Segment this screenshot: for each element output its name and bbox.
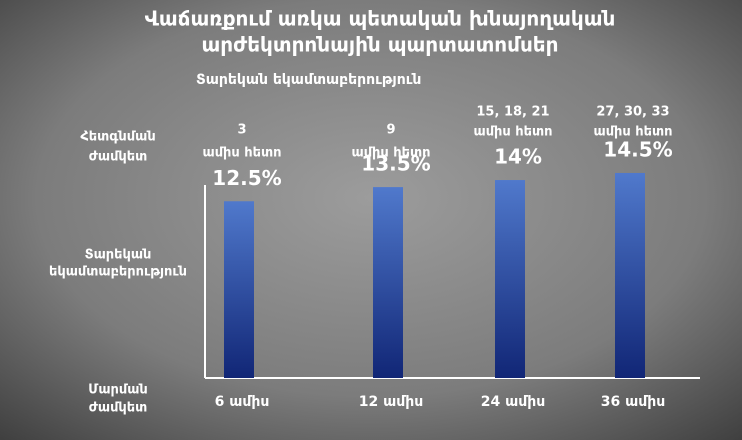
row-label: եկամտաբերություն (49, 265, 187, 280)
value-label: 14.5% (603, 137, 672, 161)
redemption-label: 27, 30, 33 (596, 105, 669, 120)
redemption-label: ամիս հետո (203, 146, 282, 161)
redemption-label: 3 (237, 123, 246, 138)
bar (615, 172, 645, 378)
x-tick-label: 12 ամիս (359, 394, 423, 410)
redemption-label: ամիս հետո (594, 125, 673, 140)
x-tick-label: 24 ամիս (481, 394, 545, 410)
row-label: Մարման (88, 383, 148, 398)
redemption-label: 9 (386, 123, 395, 138)
value-label: 14% (494, 145, 542, 169)
bar (224, 201, 254, 378)
value-label: 12.5% (212, 166, 281, 190)
row-label: Հետգնման (80, 130, 155, 145)
row-label: ժամկետ (89, 150, 148, 165)
x-tick-label: 36 ամիս (601, 394, 665, 410)
row-label: Տարեկան (85, 248, 152, 263)
x-tick-label: 6 ամիս (215, 394, 270, 410)
chart-title: Վաճառքում առկա պետական խնայողական (145, 7, 616, 31)
redemption-label: ամիս հետո (474, 125, 553, 140)
redemption-label: 15, 18, 21 (476, 105, 549, 120)
bar (373, 187, 403, 378)
value-label: 13.5% (361, 152, 430, 176)
subtitle: Տարեկան եկամտաբերություն (196, 72, 421, 88)
chart-title: արժեկտրոնային պարտատոմսեր (202, 33, 559, 57)
row-label: ժամկետ (89, 401, 148, 416)
redemption-label: ամիս հետո (352, 146, 431, 161)
bar (495, 180, 525, 378)
